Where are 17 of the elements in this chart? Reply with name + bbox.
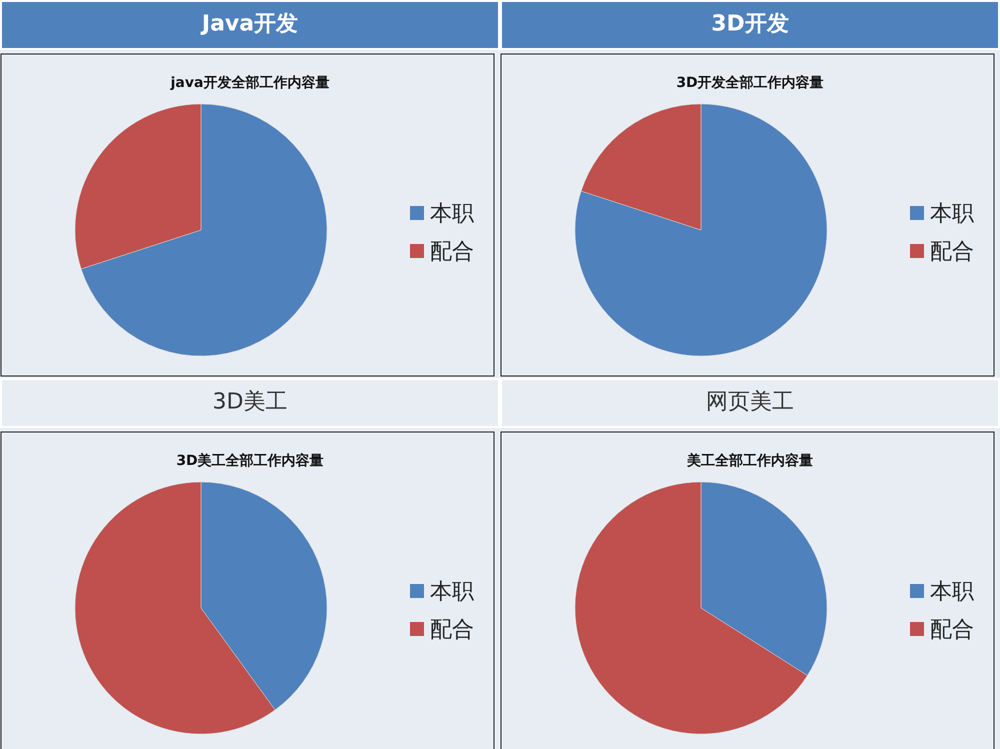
chart-title: java开发全部工作内容量: [170, 74, 330, 91]
chart-subtitle: 3D美工: [212, 390, 288, 414]
chart-title: 3D开发全部工作内容量: [676, 74, 824, 91]
chart-subtitle: Java开发: [200, 12, 298, 36]
legend-label: 配合: [930, 238, 974, 264]
legend-label: 本职: [930, 200, 974, 226]
legend-label: 配合: [430, 238, 474, 264]
chart-subtitle: 3D开发: [711, 12, 789, 36]
chart-title: 3D美工全部工作内容量: [176, 452, 324, 469]
pie-slice: [574, 104, 828, 356]
legend-label: 配合: [930, 616, 974, 642]
chart-title: 美工全部工作内容量: [686, 452, 813, 469]
legend-label: 本职: [430, 578, 474, 604]
legend-label: 本职: [430, 200, 474, 226]
legend-label: 本职: [930, 578, 974, 604]
chart-subtitle: 网页美工: [706, 390, 794, 414]
legend-label: 配合: [430, 616, 474, 642]
